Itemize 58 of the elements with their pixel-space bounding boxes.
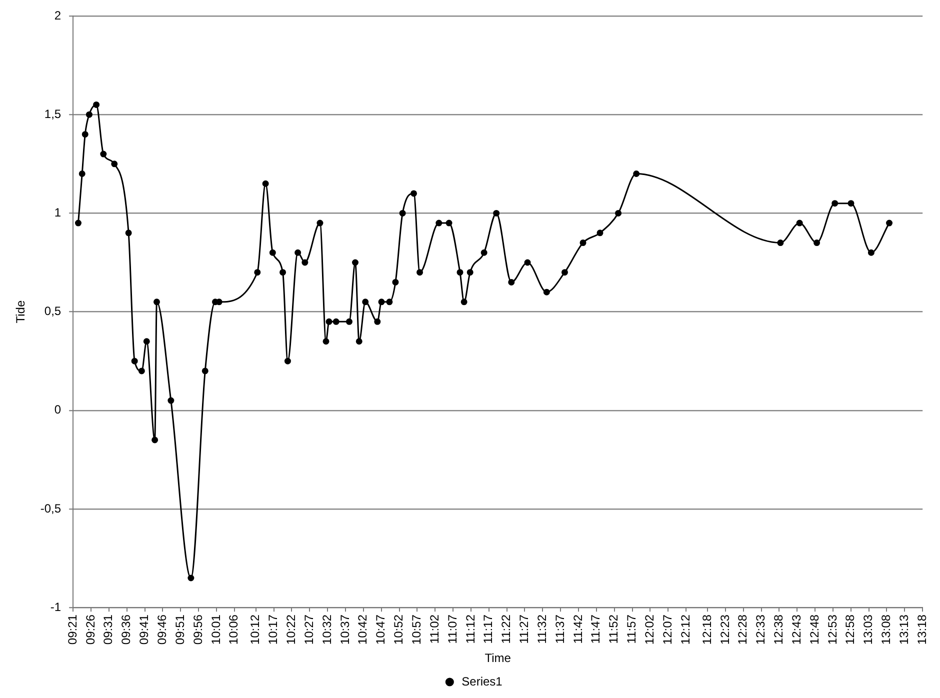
x-axis-title: Time (484, 651, 512, 666)
x-tick-label: 12:38 (772, 614, 786, 645)
x-tick-label: 12:58 (843, 614, 858, 645)
x-tick-label: 13:13 (896, 614, 911, 645)
x-tick-label: 10:22 (284, 614, 298, 645)
x-tick-label: 11:02 (427, 614, 442, 644)
x-tick-label: 11:17 (481, 614, 496, 644)
x-tick-label: 10:37 (338, 614, 352, 645)
y-tick-label: -1 (50, 600, 62, 614)
x-tick-label: 12:43 (789, 614, 804, 645)
y-tick-label: -0,5 (40, 501, 62, 516)
x-tick-label: 09:51 (172, 614, 187, 645)
x-tick-label: 11:12 (463, 614, 478, 644)
x-tick-label: 11:37 (552, 614, 567, 644)
x-tick-label: 10:12 (248, 614, 262, 645)
x-tick-label: 12:18 (700, 614, 714, 645)
y-tick-label: 0,5 (44, 304, 62, 318)
x-tick-label: 12:02 (642, 614, 656, 645)
x-tick-label: 09:56 (190, 614, 205, 645)
y-tick-label: 0 (54, 402, 62, 417)
y-tick-label: 2 (54, 8, 62, 22)
x-tick-label: 09:46 (155, 614, 170, 645)
y-tick-label: 1,5 (44, 106, 62, 121)
x-tick-label: 11:22 (499, 614, 514, 644)
legend-label: Series1 (462, 674, 503, 688)
x-tick-label: 09:36 (119, 614, 134, 645)
x-tick-label: 11:42 (570, 614, 585, 644)
x-tick-label: 12:23 (718, 614, 732, 645)
x-tick-label: 12:33 (754, 614, 768, 645)
x-tick-label: 09:21 (65, 614, 80, 645)
x-tick-label: 11:47 (588, 614, 603, 644)
x-tick-label: 11:07 (445, 614, 460, 644)
x-tick-label: 10:01 (208, 614, 223, 645)
y-tick-label: 1 (54, 206, 62, 220)
x-tick-label: 13:03 (861, 614, 876, 645)
x-tick-label: 09:41 (137, 614, 152, 645)
x-tick-label: 12:12 (678, 614, 692, 645)
x-tick-label: 10:17 (266, 614, 280, 645)
x-tick-label: 11:32 (534, 614, 549, 644)
x-tick-label: 11:52 (606, 614, 621, 644)
x-tick-label: 10:06 (226, 614, 241, 645)
x-tick-label: 10:32 (320, 614, 334, 645)
x-tick-label: 12:07 (660, 614, 674, 645)
x-tick-label: 10:52 (392, 614, 406, 645)
x-tick-label: 10:42 (356, 614, 370, 645)
x-tick-label: 12:28 (736, 614, 750, 645)
x-tick-label: 09:31 (101, 614, 116, 645)
y-axis-title: Tide (14, 300, 28, 324)
x-tick-label: 13:08 (879, 614, 894, 645)
x-tick-label: 13:18 (914, 614, 929, 645)
x-tick-label: 12:53 (825, 614, 840, 645)
x-tick-label: 09:26 (83, 614, 98, 645)
x-tick-label: 11:57 (624, 614, 639, 644)
x-tick-label: 12:48 (807, 614, 822, 645)
x-tick-label: 11:27 (517, 614, 532, 644)
x-tick-label: 10:47 (374, 614, 388, 645)
x-tick-label: 10:57 (410, 614, 424, 645)
x-tick-label: 10:27 (302, 614, 316, 645)
